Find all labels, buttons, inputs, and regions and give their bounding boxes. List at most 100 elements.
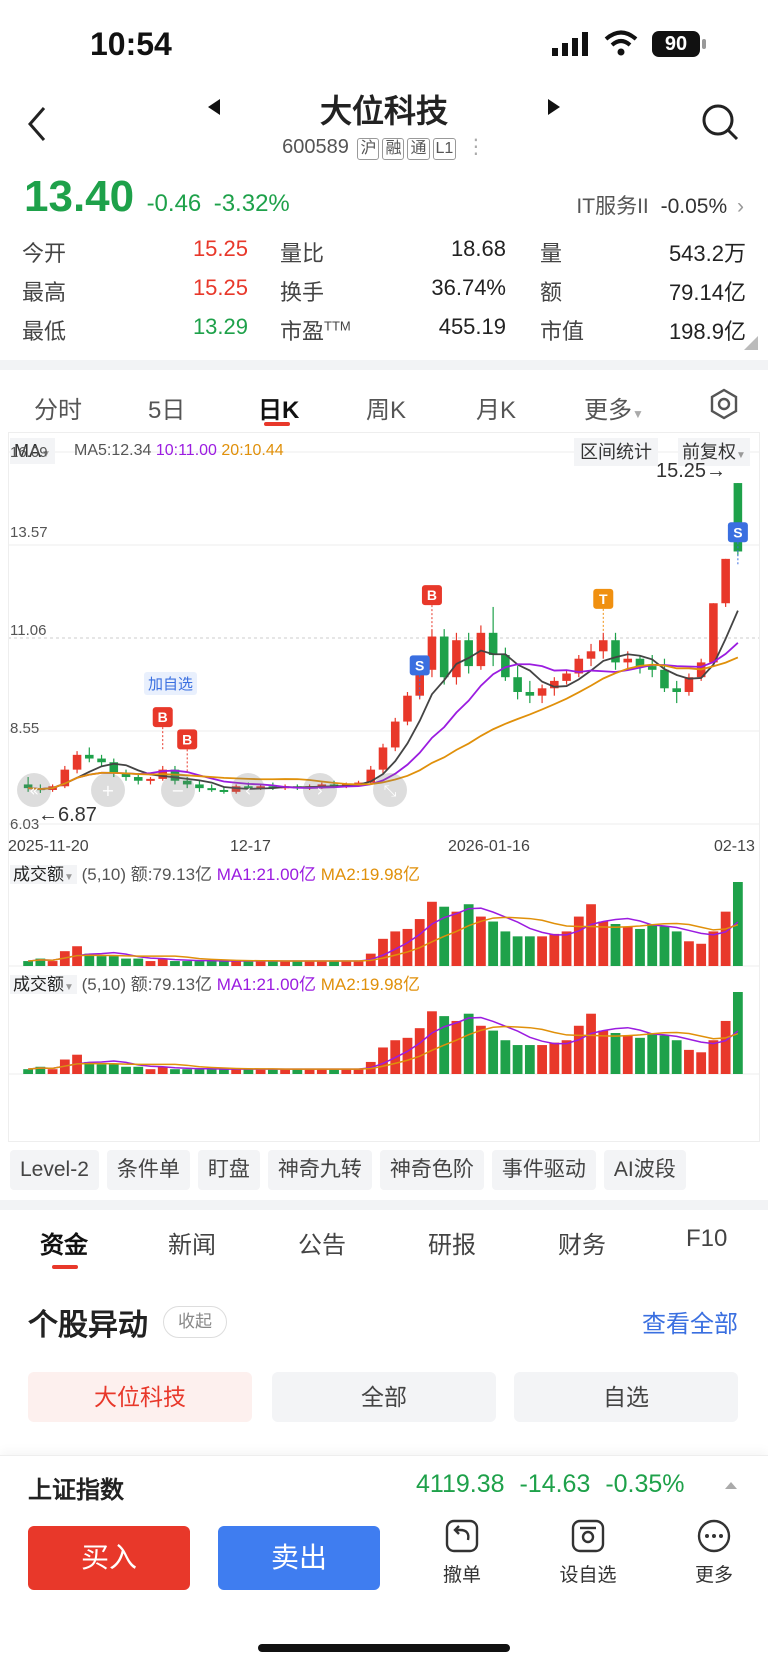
volume-bar: [537, 1045, 547, 1074]
back-icon[interactable]: [24, 104, 50, 144]
volume-ma10-line: [28, 1025, 739, 1070]
settings-hex-icon[interactable]: [708, 388, 740, 420]
tool-event-driven[interactable]: 事件驱动: [491, 1150, 596, 1190]
volume-selector[interactable]: 成交额▼: [10, 865, 77, 884]
price-tick: 16.09: [10, 444, 48, 461]
wifi-icon: [604, 30, 638, 56]
cancel-order-icon: [445, 1519, 479, 1553]
stock-name: 大位科技: [319, 93, 448, 129]
candle-body: [219, 789, 229, 792]
battery-level: 90: [664, 33, 688, 55]
more-dots-icon[interactable]: ⋮: [465, 136, 486, 158]
volume-selector[interactable]: 成交额▼: [10, 975, 77, 994]
filter-watchlist[interactable]: 自选: [514, 1372, 738, 1422]
tab-announcements[interactable]: 公告: [298, 1232, 346, 1259]
candle-body: [550, 680, 559, 689]
cancel-order-action[interactable]: 撤单: [422, 1518, 502, 1587]
tool-nine-turn[interactable]: 神奇九转: [267, 1150, 372, 1190]
filter-all[interactable]: 全部: [272, 1372, 496, 1422]
stat-value: 79.14亿: [668, 280, 746, 305]
prev-stock-icon[interactable]: [206, 98, 222, 116]
info-tabs: 资金 新闻 公告 研报 财务 F10: [0, 1225, 768, 1275]
tag-sh: 沪: [357, 138, 380, 160]
range-stats-button[interactable]: 区间统计: [574, 438, 658, 466]
divider: [0, 360, 768, 370]
tab-daily-k[interactable]: 日K: [258, 397, 300, 424]
candle-body: [525, 691, 535, 696]
volume-bar: [341, 961, 352, 966]
buy-button[interactable]: 买入: [28, 1526, 190, 1590]
tab-news[interactable]: 新闻: [168, 1232, 216, 1259]
volume-bar: [47, 961, 58, 966]
tab-research[interactable]: 研报: [428, 1232, 476, 1259]
candle-body: [427, 636, 437, 670]
low-label: ←6.87: [38, 804, 97, 826]
tool-level2[interactable]: Level-2: [10, 1150, 99, 1190]
chart-nav-button: [303, 773, 337, 807]
chevron-right-icon: ›: [737, 195, 744, 218]
more-action[interactable]: 更多: [674, 1518, 754, 1587]
tab-f10[interactable]: F10: [686, 1225, 728, 1252]
collapse-button[interactable]: 收起: [163, 1306, 227, 1338]
tab-finance[interactable]: 财务: [558, 1232, 606, 1259]
chart-nav-icon: «: [29, 781, 39, 800]
volume-bar: [635, 928, 645, 966]
volume-bar: [427, 901, 437, 966]
volume-amount: 额:79.13亿: [130, 865, 213, 884]
t-marker: [593, 588, 614, 609]
volume-bar: [524, 1045, 535, 1074]
search-icon[interactable]: [700, 102, 740, 142]
expand-corner-icon[interactable]: [744, 336, 758, 350]
volume-bar: [23, 1069, 34, 1074]
candle-body: [709, 603, 718, 663]
ma-selector[interactable]: MA▼: [10, 438, 55, 464]
stat-value: 455.19: [438, 314, 506, 339]
tab-monthly-k[interactable]: 月K: [476, 397, 517, 424]
set-watch-action[interactable]: 设自选: [548, 1518, 628, 1587]
tab-weekly-k[interactable]: 周K: [366, 397, 407, 424]
cancel-order-label: 撤单: [442, 1565, 481, 1586]
chart-nav-icon: ⤡: [384, 781, 397, 800]
tag-level: L1: [432, 138, 457, 160]
volume-bar: [647, 924, 658, 966]
tool-color-scale[interactable]: 神奇色阶: [379, 1150, 484, 1190]
tab-funds[interactable]: 资金: [40, 1232, 88, 1259]
tool-watch[interactable]: 盯盘: [197, 1150, 260, 1190]
volume-bar: [316, 961, 327, 966]
stat-label: 市值: [540, 319, 585, 344]
volume-bar: [659, 926, 670, 966]
stat-value: 15.25: [192, 275, 248, 300]
stat-value: 36.74%: [431, 275, 506, 300]
set-watch-icon: [571, 1519, 605, 1553]
price-tick: 11.06: [10, 622, 47, 639]
volume-bar: [549, 1042, 560, 1074]
tab-5day[interactable]: 5日: [148, 397, 186, 424]
volume-bar: [500, 1040, 511, 1074]
candle-body: [611, 640, 620, 663]
volume-bar: [341, 1069, 352, 1074]
caret-up-icon[interactable]: [724, 1480, 738, 1490]
tab-more[interactable]: 更多▼: [584, 390, 644, 425]
divider: [0, 1200, 768, 1210]
sell-marker-label: S: [415, 657, 424, 673]
volume-bar: [353, 1069, 364, 1074]
filter-this-stock[interactable]: 大位科技: [28, 1372, 252, 1422]
candle-body: [574, 658, 584, 674]
tool-ai-band[interactable]: AI波段: [603, 1150, 686, 1190]
next-stock-icon[interactable]: [546, 98, 562, 116]
view-all-link[interactable]: 查看全部: [642, 1311, 738, 1338]
adjust-selector[interactable]: 前复权▼: [678, 438, 750, 466]
section-title: 个股异动: [28, 1309, 148, 1342]
volume-bar: [610, 924, 621, 966]
candle-body: [537, 688, 547, 696]
date-tick: 02-13: [714, 838, 755, 855]
tool-conditional-order[interactable]: 条件单: [106, 1150, 190, 1190]
tab-intraday[interactable]: 分时: [34, 397, 82, 424]
kline-chart[interactable]: B B B S T S «+ − ‹ › ⤡ MA▼ MA5:12.34 10:11.00 20:1…: [8, 432, 760, 1142]
sector-link[interactable]: IT服务II -0.05% ›: [576, 190, 744, 220]
volume-bar: [671, 931, 682, 966]
sell-button[interactable]: 卖出: [218, 1526, 380, 1590]
add-watch-tag[interactable]: 加自选: [144, 672, 198, 695]
ma20-line: [28, 656, 739, 790]
